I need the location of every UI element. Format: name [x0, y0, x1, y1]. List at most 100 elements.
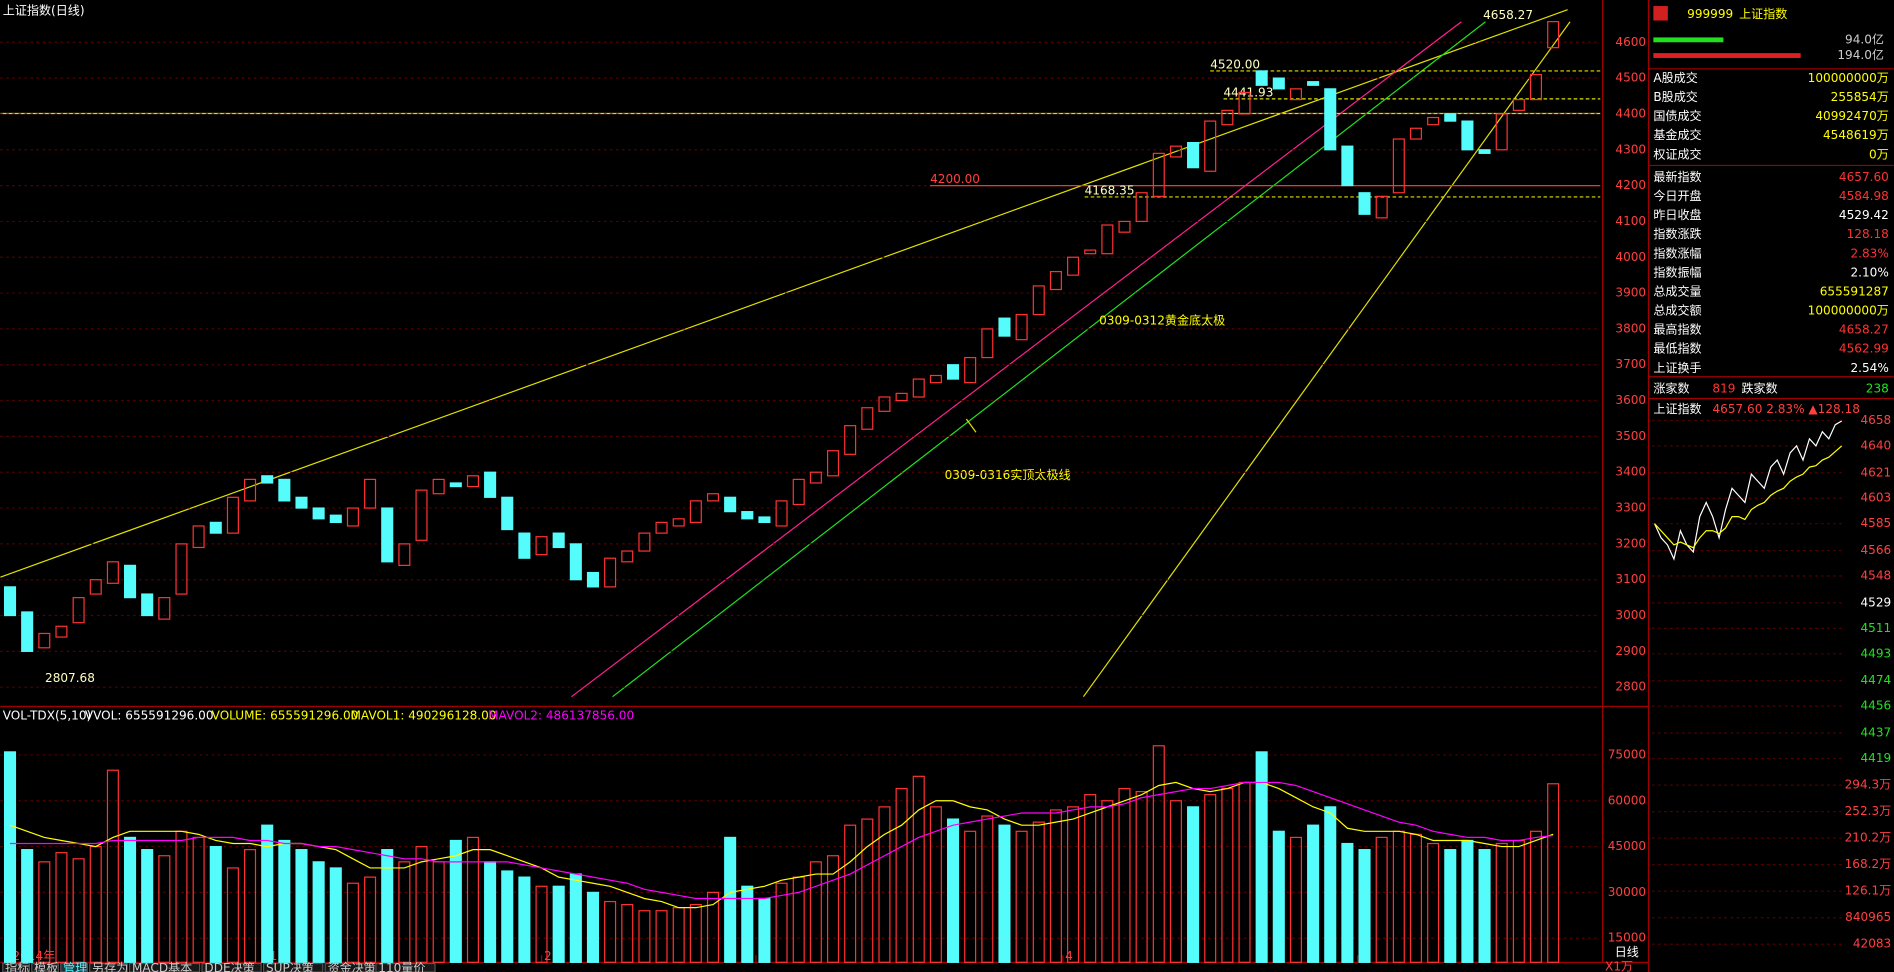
candle: [1118, 220, 1131, 233]
period[interactable]: 日线: [1615, 945, 1639, 959]
quote-label: 基金成交: [1653, 127, 1701, 142]
volume-bar: [21, 849, 34, 963]
candle: [123, 564, 137, 599]
toolbar-tab[interactable]: [60, 962, 88, 972]
quote-label: 最高指数: [1653, 322, 1701, 337]
volume-bar: [861, 818, 874, 963]
quote-label: 今日开盘: [1653, 188, 1701, 203]
toolbar-tab-label[interactable]: MACD基本: [132, 961, 192, 972]
y-tick-label: 4493: [1861, 646, 1892, 660]
y-tick-label: 4419: [1861, 751, 1892, 765]
candle: [141, 593, 154, 617]
toolbar-tab-label[interactable]: 管理: [63, 960, 87, 972]
candle: [278, 478, 291, 502]
y-tick-label: 4456: [1861, 699, 1892, 713]
y-tick-label: 4437: [1861, 726, 1892, 740]
y-tick-label: 4100: [1615, 214, 1646, 228]
quote-value: 4658.27: [1839, 323, 1889, 337]
volume-bar: [1101, 800, 1114, 963]
volume-bar: [1118, 787, 1131, 963]
price-label: 4200.00: [930, 172, 980, 186]
volume-bar: [1461, 839, 1474, 963]
volume-bar: [1444, 849, 1457, 963]
volume-bar: [535, 885, 548, 963]
volume-bar: [449, 839, 462, 963]
candle: [672, 518, 685, 527]
volume-bar: [1478, 849, 1491, 963]
volume-bar: [484, 861, 497, 963]
candle: [775, 500, 788, 527]
toolbar-tab-label[interactable]: 指标: [5, 960, 29, 972]
candle: [1015, 313, 1028, 341]
candle: [706, 493, 720, 502]
y-tick-label: 4640: [1861, 438, 1892, 452]
intraday-line: [1654, 420, 1843, 561]
x-tick-label: 4: [1065, 949, 1073, 963]
toolbar-tab[interactable]: [375, 962, 436, 972]
quote-value: 100000000万: [1808, 71, 1889, 85]
price-label: 2807.68: [45, 671, 95, 685]
toolbar-tab[interactable]: [262, 962, 324, 972]
toolbar-tab-label[interactable]: SUP决策: [266, 961, 314, 972]
candle: [1221, 109, 1234, 126]
y-tick-label: 4511: [1861, 621, 1892, 635]
volume-bar: [1324, 806, 1337, 963]
sell-bar: [1653, 53, 1801, 58]
y-tick-label: 4200: [1615, 178, 1646, 192]
volume-bar: [106, 769, 119, 963]
volume-bar: [1255, 751, 1268, 963]
candle: [518, 532, 531, 559]
volume-bar: [1187, 806, 1200, 963]
quote-label: 昨日收盘: [1653, 207, 1701, 222]
candle: [1152, 152, 1165, 197]
y-tick-label: 3400: [1615, 465, 1646, 479]
legend-entry: VVOL: 655591296.00: [85, 709, 214, 723]
volume-bar: [415, 845, 428, 963]
volume-bar: [1152, 745, 1165, 963]
volume-bar: [312, 861, 325, 963]
candle: [1375, 195, 1388, 219]
candle: [38, 632, 51, 649]
y-tick-label: 3300: [1615, 501, 1646, 515]
volume-bar: [1529, 830, 1543, 963]
intraday-line: [1654, 445, 1843, 549]
toolbar-tab-label[interactable]: 另存为: [92, 961, 128, 972]
quote-label: A股成交: [1653, 70, 1697, 85]
candle: [586, 571, 600, 588]
quote-label: 权证成交: [1653, 146, 1701, 161]
y-tick-label: 30000: [1608, 885, 1646, 899]
toolbar-tab-label[interactable]: 资金决策: [328, 960, 376, 972]
candle: [844, 425, 857, 455]
toolbar-tab-label[interactable]: 110量价: [378, 961, 425, 972]
candle: [792, 478, 805, 506]
volume-bar: [466, 836, 479, 963]
toolbar-tab-label[interactable]: 模板: [34, 961, 58, 972]
volume-bar: [809, 861, 822, 963]
up-count: 819: [1712, 381, 1735, 395]
toolbar-tab-label[interactable]: DDE决策: [204, 961, 254, 972]
y-tick-label: 3700: [1615, 357, 1646, 371]
volume-bar: [775, 882, 788, 963]
candle: [1427, 116, 1440, 126]
toolbar-tab[interactable]: [324, 962, 375, 972]
y-tick-label: 4585: [1861, 516, 1892, 530]
volume-bar: [518, 876, 531, 963]
candle: [398, 543, 411, 566]
toolbar-tab[interactable]: [31, 962, 59, 972]
volume-bar: [844, 824, 857, 963]
y-tick-label: 75000: [1608, 747, 1646, 761]
toolbar-tab[interactable]: [201, 962, 262, 972]
candle: [1512, 99, 1525, 111]
y-tick-label: 4529: [1861, 595, 1892, 609]
x-tick-label: 1: [270, 949, 278, 963]
toolbar-tab[interactable]: [128, 962, 201, 972]
volume-bar: [398, 861, 411, 963]
volume-bar: [621, 904, 634, 963]
volume-bar: [912, 775, 925, 963]
quote-label: 指数涨跌: [1653, 226, 1701, 241]
candle: [3, 586, 17, 617]
toolbar-tab[interactable]: [89, 962, 128, 972]
volume-bar: [929, 806, 942, 963]
toolbar-tab[interactable]: [2, 962, 30, 972]
